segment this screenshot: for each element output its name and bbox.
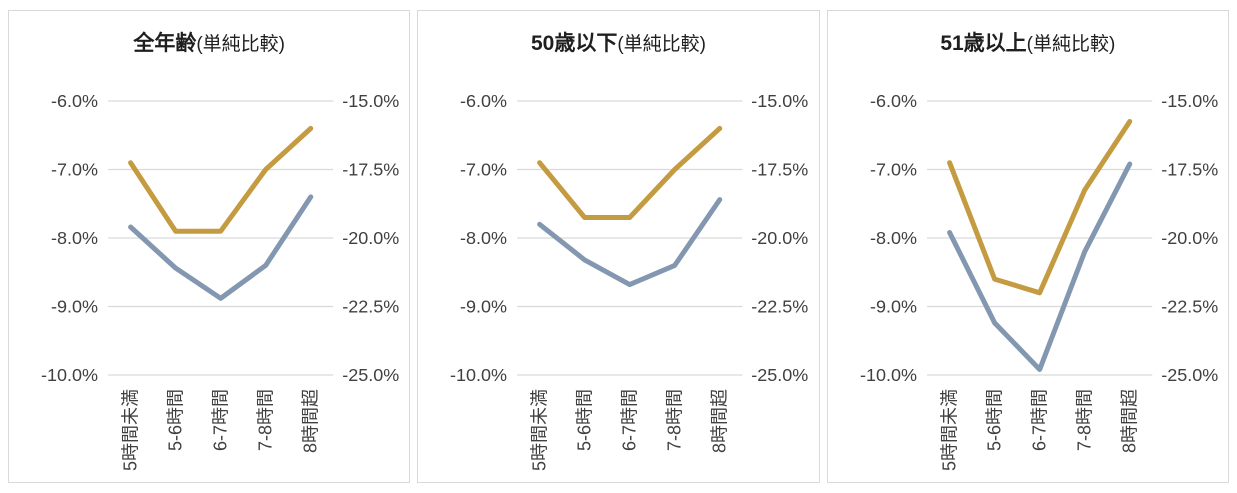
left-axis-tick-label: -7.0% [870,160,917,180]
right-axis-tick-label: -17.5% [752,160,809,180]
series-line-gold [128,125,314,234]
chart-title-main: 50歳以下 [530,32,618,55]
chart-title-suffix: (単純比較) [617,34,706,55]
left-axis-tick-label: -9.0% [51,297,98,317]
x-axis-category-label: 8時間超 [710,389,730,453]
chart-title: 51歳以上(単純比較) [828,29,1228,58]
chart-panel-age-51-over: 51歳以上(単純比較) -6.0% -15.0% -7.0% -17.5% -8.0% -… [826,10,1229,483]
left-axis-tick-label: -6.0% [51,91,98,111]
left-axis-tick-label: -8.0% [51,228,98,248]
right-axis-tick-label: -25.0% [1161,365,1218,385]
left-axis-tick-label: -10.0% [41,365,98,385]
x-axis-category-label: 5-6時間 [166,389,186,451]
right-axis-tick-label: -25.0% [752,365,809,385]
line-chart: -6.0% -15.0% -7.0% -17.5% -8.0% -20.0% -9.0% -2… [450,91,809,471]
chart-title: 50歳以下(単純比較) [418,29,818,58]
left-axis-tick-label: -6.0% [870,91,917,111]
right-axis-tick-label: -17.5% [342,160,399,180]
right-axis-tick-label: -22.5% [1161,297,1218,317]
x-axis-category-label: 5時間未満 [121,389,141,471]
chart-title-main: 51歳以上 [940,32,1027,55]
left-axis-tick-label: -8.0% [460,228,507,248]
right-axis-tick-label: -17.5% [1161,160,1218,180]
chart-title: 全年齢(単純比較) [9,29,409,58]
x-axis-category-label: 7-8時間 [256,389,276,451]
x-axis-category-label: 6-7時間 [211,389,231,451]
right-axis-tick-label: -15.0% [1161,91,1218,111]
x-axis-category-label: 5時間未満 [939,389,959,471]
right-axis-tick-label: -22.5% [342,297,399,317]
series-line-gold [946,119,1132,296]
x-axis-category-label: 8時間超 [1119,389,1139,453]
right-axis-tick-label: -25.0% [342,365,399,385]
x-axis-category-label: 5-6時間 [575,389,595,451]
left-axis-tick-label: -10.0% [860,365,917,385]
line-chart: -6.0% -15.0% -7.0% -17.5% -8.0% -20.0% -9.0% -2… [41,91,399,471]
series-line-gold [537,125,723,220]
chart-title-suffix: (単純比較) [196,34,285,55]
right-axis-tick-label: -20.0% [342,228,399,248]
right-axis-tick-label: -22.5% [752,297,809,317]
chart-panel-age-50-under: 50歳以下(単純比較) -6.0% -15.0% -7.0% -17.5% -8.0% -… [417,10,820,483]
left-axis-tick-label: -6.0% [460,91,507,111]
series-line-blue [537,197,723,288]
line-chart: -6.0% -15.0% -7.0% -17.5% -8.0% -20.0% -9.0% -2… [860,91,1218,471]
left-axis-tick-label: -7.0% [460,160,507,180]
chart-panel-all-ages: 全年齢(単純比較) -6.0% -15.0% -7.0% -17.5% -8.0% -20… [8,10,411,483]
left-axis-tick-label: -8.0% [870,228,917,248]
x-axis-category-label: 7-8時間 [665,389,685,451]
series-line-blue [946,161,1132,372]
right-axis-tick-label: -20.0% [752,228,809,248]
series-line-blue [128,194,314,301]
left-axis-tick-label: -10.0% [450,365,507,385]
left-axis-tick-label: -7.0% [51,160,98,180]
x-axis-category-label: 8時間超 [301,389,321,453]
x-axis-category-label: 7-8時間 [1074,389,1094,451]
x-axis-category-label: 6-7時間 [620,389,640,451]
left-axis-tick-label: -9.0% [870,297,917,317]
chart-title-main: 全年齢 [133,32,197,55]
x-axis-category-label: 5-6時間 [984,389,1004,451]
x-axis-category-label: 5時間未満 [530,389,550,471]
right-axis-tick-label: -15.0% [752,91,809,111]
chart-title-suffix: (単純比較) [1026,34,1116,55]
right-axis-tick-label: -20.0% [1161,228,1218,248]
x-axis-category-label: 6-7時間 [1029,389,1049,451]
left-axis-tick-label: -9.0% [460,297,507,317]
right-axis-tick-label: -15.0% [342,91,399,111]
